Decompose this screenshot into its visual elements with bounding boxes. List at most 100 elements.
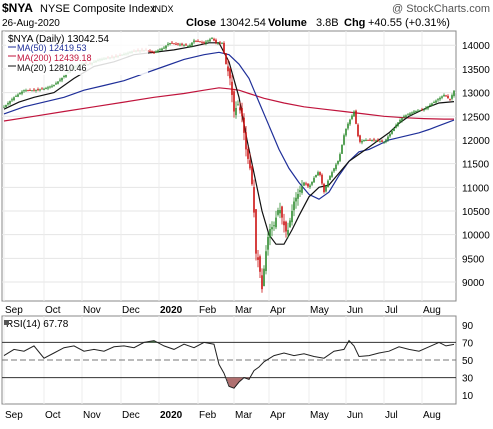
volume-value: 3.8B (316, 17, 339, 29)
candle-body (329, 175, 331, 180)
candle-body (217, 42, 219, 44)
rsi-overbought-fill (153, 340, 154, 343)
candle-body (215, 39, 217, 43)
candle-body (377, 139, 379, 141)
candle-body (265, 251, 267, 272)
candle-body (319, 172, 321, 175)
candle-body (61, 77, 63, 81)
candle-body (191, 42, 193, 46)
candle-body (273, 225, 275, 227)
candle-body (295, 197, 297, 202)
chg-label: Chg (344, 17, 365, 29)
candle-body (239, 107, 241, 111)
x-tick-label: Feb (199, 410, 217, 421)
x-tick-label: 2020 (160, 410, 183, 421)
candle-body (255, 209, 257, 254)
candle-body (47, 87, 49, 89)
candle-body (367, 139, 369, 141)
candle-body (359, 135, 361, 142)
ma50-layer (3, 51, 455, 200)
candle-body (327, 180, 329, 188)
candle-body (321, 174, 323, 184)
rsi-overbought-fill (154, 340, 155, 343)
candle-body (237, 104, 239, 106)
candle-body (441, 96, 443, 98)
rsi-oversold-fill (233, 377, 234, 388)
candle-body (423, 109, 425, 111)
candle-body (25, 90, 27, 92)
candle-body (301, 186, 303, 193)
candle-body (331, 172, 333, 177)
candle-body (339, 154, 341, 162)
candle-body (197, 40, 199, 42)
candle-body (351, 115, 353, 119)
candle-body (59, 79, 61, 81)
rsi-oversold-fill (232, 377, 233, 388)
candle-body (303, 182, 305, 186)
candle-body (253, 187, 255, 213)
candle-body (297, 193, 299, 199)
candle-body (337, 160, 339, 164)
candle-body (437, 99, 439, 101)
candle-body (427, 106, 429, 109)
candle-body (429, 104, 431, 106)
candle-body (227, 66, 229, 72)
candle-body (279, 210, 281, 214)
candle-body (415, 111, 417, 113)
legend: $NYA (Daily) 13042.54 MA(50) 12419.53 MA… (6, 33, 148, 75)
candle-body (169, 42, 171, 45)
candle-body (349, 119, 351, 125)
candle-body (343, 135, 345, 145)
candle-body (65, 74, 67, 77)
rsi-line (3, 339, 455, 389)
rsi-tick-label: 30 (462, 374, 474, 385)
x-tick-label: Nov (83, 305, 101, 316)
candle-body (347, 123, 349, 129)
price-tick-label: 9500 (462, 254, 485, 265)
candle-body (11, 99, 13, 101)
header: $NYA NYSE Composite Index INDX @ StockCh… (2, 1, 490, 29)
candle-body (425, 107, 427, 109)
candle-body (17, 94, 19, 97)
x-tick-label: Mar (235, 410, 253, 421)
candle-body (171, 42, 173, 44)
x-tick-label: Apr (270, 410, 286, 421)
date: 26-Aug-2020 (2, 18, 60, 29)
candle-body (177, 43, 179, 45)
rsi-legend-swatch (4, 320, 9, 325)
candle-body (387, 136, 389, 140)
ma200-line (3, 87, 454, 122)
candle-body (413, 111, 415, 113)
candle-body (353, 111, 355, 117)
rsi-oversold-fill (227, 377, 228, 382)
rsi-oversold-fill (240, 377, 241, 382)
x-tick-label: Sep (5, 305, 23, 316)
candle-body (439, 97, 441, 100)
chg-value: +40.55 (+0.31%) (368, 17, 450, 29)
candle-body (49, 86, 51, 88)
candle-body (361, 140, 363, 143)
rsi-oversold-fill (235, 377, 236, 387)
candle-body (287, 229, 289, 235)
candle-body (421, 109, 423, 111)
candle-body (211, 38, 213, 40)
volume-label: Volume (268, 17, 307, 29)
candle-body (185, 44, 187, 46)
x-tick-label: Aug (423, 305, 441, 316)
legend-price: $NYA (Daily) 13042.54 (8, 34, 109, 45)
candle-body (219, 42, 221, 44)
x-tick-label: Jun (347, 305, 363, 316)
candle-body (317, 172, 319, 176)
price-tick-label: 14000 (462, 41, 490, 52)
candle-body (235, 107, 237, 116)
candle-body (365, 139, 367, 141)
rsi-line-layer (3, 339, 455, 389)
candle-body (381, 140, 383, 142)
price-tick-label: 12000 (462, 136, 490, 147)
price-tick-label: 13500 (462, 65, 490, 76)
rsi-y-axis: 10 30 50 70 90 (462, 321, 474, 402)
candle-body (445, 95, 447, 97)
candle-body (401, 118, 403, 121)
candle-body (153, 52, 155, 54)
candle-body (403, 116, 405, 118)
